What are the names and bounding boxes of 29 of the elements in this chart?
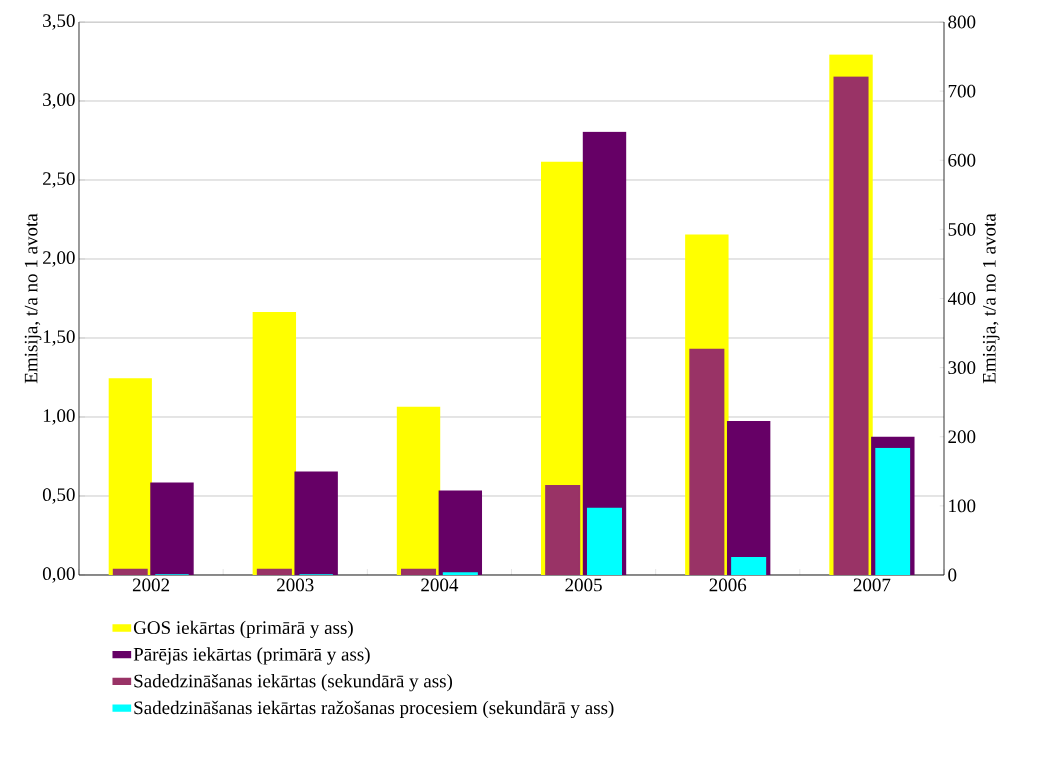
x-tick-label: 2003 bbox=[277, 578, 314, 592]
x-tick-label: 2002 bbox=[132, 578, 170, 592]
y2-tick-label: 0 bbox=[948, 568, 957, 582]
y-tick-label: 3,50 bbox=[43, 14, 75, 30]
y2-tick-label: 100 bbox=[949, 499, 976, 513]
y-tick-label: 1,00 bbox=[43, 409, 75, 425]
y2-tick-label: 300 bbox=[948, 361, 976, 375]
x-tick-label: 2004 bbox=[421, 578, 459, 592]
y-tick-label: 1,50 bbox=[43, 330, 75, 346]
y2-axis-title: Emisija, t/a no 1 avota bbox=[982, 213, 1000, 384]
x-tick-label: 2006 bbox=[709, 578, 747, 592]
y2-tick-label: 700 bbox=[948, 84, 976, 98]
y2-tick-label: 200 bbox=[948, 430, 976, 444]
y2-tick-label: 400 bbox=[947, 292, 976, 305]
x-tick-label: 2005 bbox=[565, 578, 602, 592]
y-tick-label: 2,00 bbox=[43, 251, 75, 267]
legend-label: Sadedzināšanas iekārtas (sekundārā y ass) bbox=[134, 674, 453, 692]
y-tick-label: 0,50 bbox=[42, 488, 75, 504]
y2-tick-label: 800 bbox=[948, 15, 976, 29]
y-tick-label: 3,00 bbox=[43, 93, 75, 109]
y-tick-label: 0,00 bbox=[42, 567, 75, 583]
y2-tick-label: 500 bbox=[948, 222, 976, 236]
x-tick-label: 2007 bbox=[853, 578, 891, 592]
y2-tick-label: 600 bbox=[948, 153, 976, 167]
legend-label: Pārējās iekārtas (primārā y ass) bbox=[133, 647, 370, 665]
legend-label: Sadedzināšanas iekārtas ražošanas procesiem (sekundārā y ass) bbox=[134, 700, 614, 719]
y-axis-title: Emisija, t/a no 1 avota bbox=[24, 213, 42, 384]
legend-label: GOS iekārtas (primārā y ass) bbox=[133, 620, 353, 638]
y-tick-label: 2,50 bbox=[43, 172, 75, 188]
